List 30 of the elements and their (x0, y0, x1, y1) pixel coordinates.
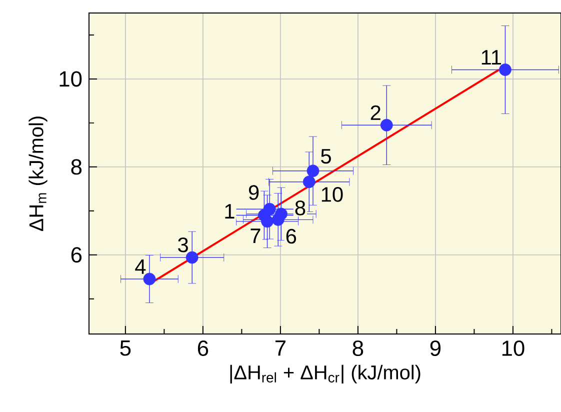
annotation: 5 (321, 149, 331, 164)
annotation: 4 (135, 259, 146, 274)
y-tick-label: 10 (60, 71, 82, 87)
x-tick-label: 5 (120, 340, 131, 356)
annotation: 11 (482, 50, 501, 65)
annotation: 6 (286, 228, 296, 244)
x-tick-label: 7 (275, 340, 286, 356)
annotation: 2 (370, 105, 380, 120)
annotation: 10 (322, 187, 343, 202)
point (306, 164, 320, 178)
point (272, 213, 284, 226)
x-tick-label: 8 (352, 340, 364, 356)
x-axis-title: |ΔH$_{rel}$ + ΔH$_{cr}$| (kJ/mol) (230, 364, 420, 384)
point (186, 251, 198, 264)
point (143, 272, 156, 286)
annotation: 9 (248, 185, 259, 200)
x-tick-label: 10 (502, 340, 524, 356)
point (302, 176, 316, 188)
annotation: 1 (225, 204, 234, 218)
y-tick-label: 8 (71, 159, 82, 175)
point (499, 64, 512, 76)
annotation: 8 (295, 200, 306, 216)
annotation: 3 (178, 237, 188, 252)
y-axis-title: ΔH$_{m}$ (kJ/mol) (28, 116, 48, 232)
point (380, 118, 393, 132)
point (261, 215, 274, 228)
y-tick-label: 6 (71, 247, 82, 263)
annotation: 7 (250, 228, 260, 244)
x-tick-label: 9 (430, 340, 441, 356)
x-tick-label: 6 (198, 340, 208, 356)
